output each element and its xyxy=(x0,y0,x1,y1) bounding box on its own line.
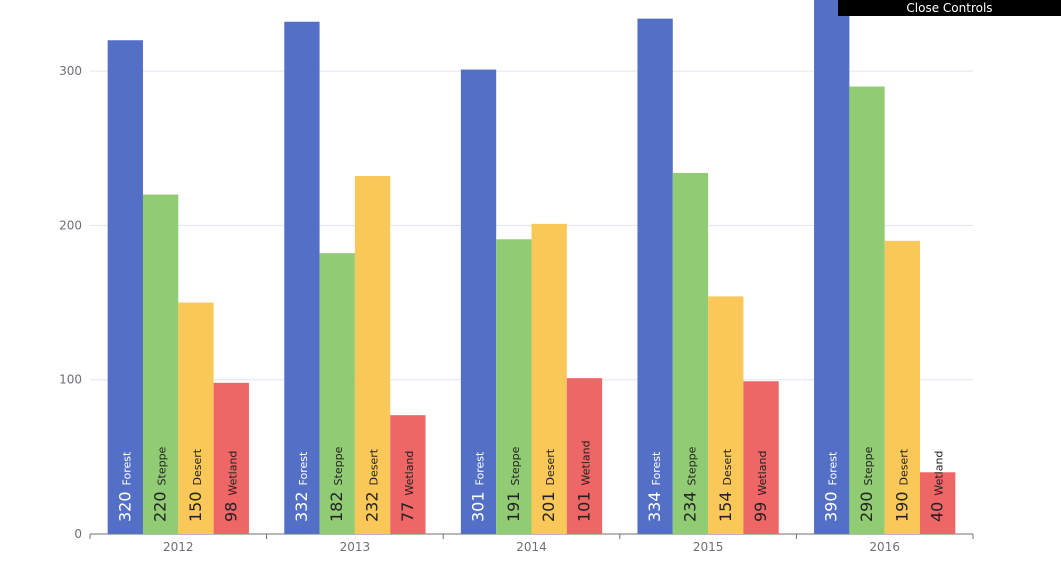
bar-series-label: Steppe xyxy=(156,446,169,485)
bar xyxy=(460,69,497,534)
bar-label: 320 Forest xyxy=(115,451,134,522)
bar xyxy=(884,240,921,534)
bar-value-label: 201 xyxy=(539,491,558,522)
bar-series-label: Steppe xyxy=(509,446,522,485)
bar-label: 301 Forest xyxy=(469,451,488,522)
bar xyxy=(672,172,709,535)
bar xyxy=(107,40,143,535)
bar xyxy=(354,176,391,535)
bar-series-label: Desert xyxy=(191,448,204,485)
bar xyxy=(142,194,179,535)
y-tick-label: 100 xyxy=(59,373,82,387)
bar-label: 234 Steppe xyxy=(680,446,699,522)
bar-value-label: 98 xyxy=(221,502,240,522)
x-tick-label: 2013 xyxy=(340,540,371,554)
bar-series-label: Forest xyxy=(297,451,310,485)
bar xyxy=(496,239,532,535)
x-tick-label: 2015 xyxy=(693,540,724,554)
bar-label: 98 Wetland xyxy=(221,451,240,522)
bar xyxy=(178,302,214,534)
bar-value-label: 390 xyxy=(822,491,841,522)
bar-value-label: 232 xyxy=(363,491,382,522)
bar-series-label: Wetland xyxy=(579,440,592,485)
x-tick-label: 2012 xyxy=(163,540,194,554)
bar-series-label: Wetland xyxy=(226,451,239,496)
bar xyxy=(213,382,249,534)
bar-label: 220 Steppe xyxy=(151,446,170,522)
bar-value-label: 320 xyxy=(115,491,134,522)
bar xyxy=(319,253,355,534)
bar-value-label: 101 xyxy=(574,491,593,522)
bar-series-label: Desert xyxy=(368,448,381,485)
bar xyxy=(743,381,779,534)
bar xyxy=(637,18,673,534)
bar-series-label: Forest xyxy=(474,451,487,485)
bar xyxy=(284,21,320,534)
bar-label: 232 Desert xyxy=(363,448,382,522)
bar-value-label: 190 xyxy=(892,491,911,522)
bar-label: 334 Forest xyxy=(645,451,664,522)
bar-value-label: 290 xyxy=(857,491,876,522)
bar-series-label: Wetland xyxy=(933,451,946,496)
bar-value-label: 332 xyxy=(292,491,311,522)
bar-series-label: Forest xyxy=(120,451,133,485)
bar-value-label: 150 xyxy=(186,491,205,522)
close-controls-button[interactable]: Close Controls xyxy=(838,0,1061,16)
bar xyxy=(708,296,744,534)
y-tick-label: 200 xyxy=(59,218,82,232)
bar-series-label: Steppe xyxy=(332,446,345,485)
bar xyxy=(566,378,603,534)
bar-label: 99 Wetland xyxy=(751,451,770,522)
bar-label: 182 Steppe xyxy=(327,446,346,522)
y-tick-label: 300 xyxy=(59,64,82,78)
bar-series-label: Wetland xyxy=(403,451,416,496)
bar-label: 150 Desert xyxy=(186,448,205,522)
bar-label: 201 Desert xyxy=(539,448,558,522)
bar-series-label: Forest xyxy=(650,451,663,485)
bar xyxy=(814,0,850,535)
bar-value-label: 40 xyxy=(928,502,947,522)
bar-value-label: 220 xyxy=(151,491,170,522)
bar-label: 40 Wetland xyxy=(928,451,947,522)
bar-value-label: 99 xyxy=(751,502,770,522)
bar-value-label: 234 xyxy=(680,491,699,522)
bar-label: 290 Steppe xyxy=(857,446,876,522)
bar-series-label: Desert xyxy=(544,448,557,485)
bar xyxy=(849,86,885,534)
bar-series-label: Steppe xyxy=(685,446,698,485)
bar-label: 77 Wetland xyxy=(398,451,417,522)
x-tick-label: 2014 xyxy=(516,540,547,554)
bar-series-label: Wetland xyxy=(756,451,769,496)
bar-label: 390 Forest xyxy=(822,451,841,522)
bar-series-label: Desert xyxy=(721,448,734,485)
bar xyxy=(531,223,567,534)
bar-value-label: 191 xyxy=(504,491,523,522)
bar-label: 101 Wetland xyxy=(574,440,593,522)
bar-series-label: Desert xyxy=(897,448,910,485)
x-tick-label: 2016 xyxy=(869,540,900,554)
bar-series-label: Steppe xyxy=(862,446,875,485)
bar xyxy=(390,415,426,534)
bar-value-label: 77 xyxy=(398,502,417,522)
bar-value-label: 182 xyxy=(327,491,346,522)
bar-label: 191 Steppe xyxy=(504,446,523,522)
bar-label: 190 Desert xyxy=(892,448,911,522)
bar-value-label: 301 xyxy=(469,491,488,522)
bar-label: 154 Desert xyxy=(716,448,735,522)
bar xyxy=(920,472,956,534)
bar-value-label: 334 xyxy=(645,491,664,522)
bar-label: 332 Forest xyxy=(292,451,311,522)
bar-value-label: 154 xyxy=(716,491,735,522)
y-tick-label: 0 xyxy=(74,527,82,541)
bar-series-label: Forest xyxy=(827,451,840,485)
